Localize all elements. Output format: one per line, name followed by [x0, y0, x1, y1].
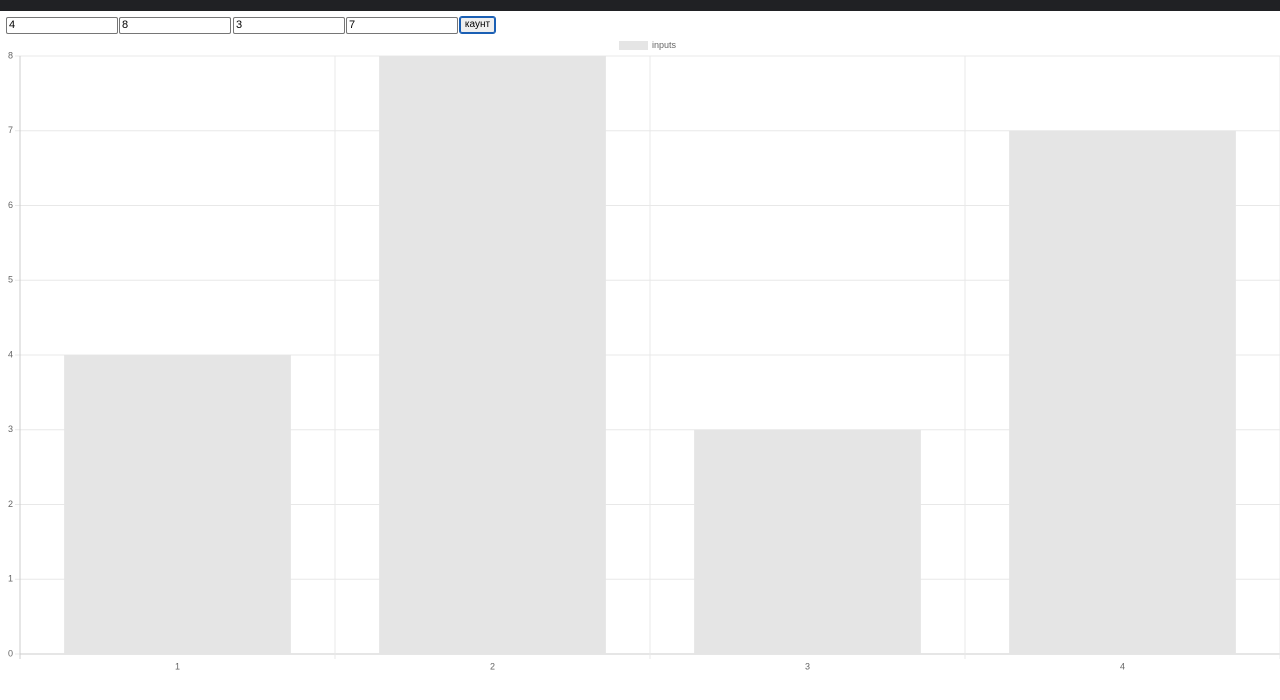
bar: [379, 56, 606, 654]
y-tick-label: 8: [8, 50, 13, 60]
legend-swatch: [619, 41, 648, 50]
input-form: 4 8 3 7 каунт: [0, 16, 1280, 34]
x-tick-label: 3: [805, 661, 810, 671]
y-tick-label: 3: [8, 424, 13, 434]
legend-label: inputs: [652, 40, 677, 50]
text-input[interactable]: 3: [233, 17, 345, 34]
y-tick-label: 7: [8, 125, 13, 135]
x-tick-label: 2: [490, 661, 495, 671]
text-input[interactable]: 8: [119, 17, 231, 34]
bar: [694, 429, 921, 654]
count-button[interactable]: каунт: [459, 16, 496, 34]
bar: [64, 355, 291, 654]
y-tick-label: 2: [8, 499, 13, 509]
text-input[interactable]: 7: [346, 17, 458, 34]
y-tick-label: 6: [8, 200, 13, 210]
y-tick-label: 0: [8, 648, 13, 658]
x-tick-label: 4: [1120, 661, 1125, 671]
text-input[interactable]: 4: [6, 17, 118, 34]
bar: [1009, 130, 1236, 654]
x-tick-label: 1: [175, 661, 180, 671]
y-tick-label: 5: [8, 275, 13, 285]
y-tick-label: 4: [8, 349, 13, 359]
y-tick-label: 1: [8, 574, 13, 584]
browser-bar: [0, 0, 1280, 11]
